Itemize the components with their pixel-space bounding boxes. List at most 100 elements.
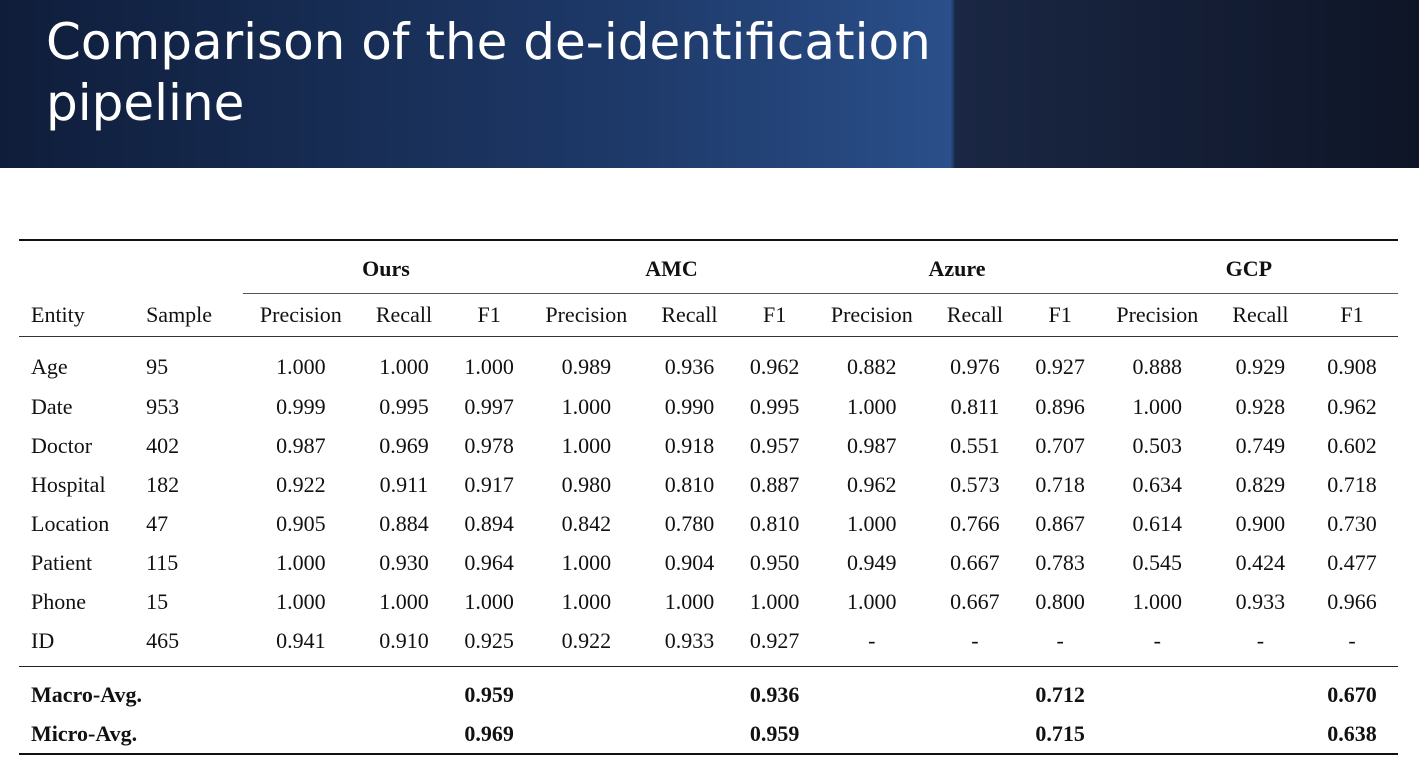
average-f1-cell: 0.670 bbox=[1327, 681, 1377, 707]
metric-cell: - bbox=[814, 621, 930, 667]
metric-cell: 1.000 bbox=[276, 354, 326, 379]
metric-cell: 1.000 bbox=[379, 354, 429, 379]
entity-cell: Patient bbox=[31, 549, 93, 575]
metric-cell: - bbox=[929, 621, 1021, 667]
metric-cell: 0.908 bbox=[1327, 354, 1377, 379]
comparison-table-container: Ours AMC Azure GCP Entity Sample Precisi… bbox=[19, 239, 1398, 755]
metric-cell: 0.780 bbox=[664, 510, 715, 536]
metric-cell: 0.949 bbox=[847, 549, 897, 575]
sample-cell: 953 bbox=[146, 393, 180, 419]
metric-cell: 0.896 bbox=[1035, 393, 1085, 419]
metric-cell: 1.000 bbox=[464, 588, 514, 614]
metric-cell: 0.810 bbox=[664, 471, 715, 497]
group-header-ours: Ours bbox=[243, 239, 529, 294]
metric-cell: 0.424 bbox=[1235, 549, 1286, 575]
sample-cell: 115 bbox=[146, 549, 179, 575]
metric-cell: 1.000 bbox=[561, 588, 612, 614]
metric-cell: 0.800 bbox=[1035, 588, 1085, 614]
metric-cell: 0.929 bbox=[1235, 354, 1286, 379]
average-f1-cell: 0.959 bbox=[464, 681, 514, 707]
title-banner-right-panel bbox=[955, 0, 1419, 168]
metric-cell: 0.829 bbox=[1235, 471, 1286, 497]
sample-cell: 15 bbox=[146, 588, 169, 614]
metric-cell: 0.911 bbox=[379, 471, 429, 497]
metric-cell: 0.545 bbox=[1132, 549, 1183, 575]
metric-cell: 1.000 bbox=[379, 588, 429, 614]
metric-cell: 1.000 bbox=[847, 588, 897, 614]
metric-cell: 0.966 bbox=[1327, 588, 1377, 614]
metric-cell: 0.950 bbox=[749, 549, 800, 575]
average-f1-cell: 0.959 bbox=[749, 720, 800, 746]
metric-cell: 0.602 bbox=[1327, 432, 1377, 458]
sample-cell: 402 bbox=[146, 432, 180, 458]
averages-body: Macro-Avg. 0.959 0.936 0.712 0.670 Micro-Avg.… bbox=[19, 667, 1398, 754]
metric-cell: 1.000 bbox=[464, 354, 514, 379]
column-header-precision: Precision bbox=[528, 293, 644, 337]
metric-cell: 0.900 bbox=[1235, 510, 1286, 536]
metric-cell: 0.882 bbox=[847, 354, 897, 379]
entity-cell: Age bbox=[31, 354, 68, 379]
metric-cell: 1.000 bbox=[561, 393, 612, 419]
metric-cell: 0.884 bbox=[379, 510, 429, 536]
average-f1-cell: 0.969 bbox=[464, 720, 514, 746]
metric-cell: 0.962 bbox=[847, 471, 897, 497]
entity-cell: Doctor bbox=[31, 432, 93, 458]
metric-cell: 0.842 bbox=[561, 510, 612, 536]
metric-cell: 0.957 bbox=[749, 432, 800, 458]
metric-cell: 0.989 bbox=[561, 354, 612, 379]
metric-cell: 0.905 bbox=[276, 510, 326, 536]
metric-cell: 0.477 bbox=[1327, 549, 1377, 575]
metric-cell: 1.000 bbox=[276, 549, 326, 575]
column-header-precision: Precision bbox=[814, 293, 930, 337]
metric-cell: 0.969 bbox=[379, 432, 429, 458]
entity-cell: Location bbox=[31, 510, 110, 536]
metric-cell: 0.766 bbox=[950, 510, 1000, 536]
metric-cell: - bbox=[1099, 621, 1215, 667]
metric-cell: 0.936 bbox=[664, 354, 715, 379]
comparison-table: Ours AMC Azure GCP Entity Sample Precisi… bbox=[19, 239, 1398, 755]
metric-cell: 0.573 bbox=[950, 471, 1000, 497]
sample-cell: 47 bbox=[146, 510, 169, 536]
metric-cell: 1.000 bbox=[847, 393, 897, 419]
average-f1-cell: 0.712 bbox=[1035, 681, 1085, 707]
average-row: Micro-Avg. 0.969 0.959 0.715 0.638 bbox=[19, 714, 1398, 754]
metric-cell: 0.962 bbox=[1327, 393, 1377, 419]
metric-cell: 0.980 bbox=[561, 471, 612, 497]
metric-cell: 0.978 bbox=[464, 432, 514, 458]
table-row: Age 95 1.000 1.000 1.000 0.989 0.936 0.962 0.882… bbox=[19, 337, 1398, 388]
table-row: Date 953 0.999 0.995 0.997 1.000 0.990 0.995 1.0… bbox=[19, 387, 1398, 426]
metric-cell: 0.917 bbox=[464, 471, 514, 497]
metric-cell: 0.634 bbox=[1132, 471, 1183, 497]
metric-cell: 0.930 bbox=[379, 549, 429, 575]
metric-cell: - bbox=[1305, 621, 1398, 667]
table-body: Age 95 1.000 1.000 1.000 0.989 0.936 0.962 0.882… bbox=[19, 337, 1398, 667]
metric-cell: 1.000 bbox=[847, 510, 897, 536]
metric-cell: 1.000 bbox=[276, 588, 326, 614]
metric-cell: 0.995 bbox=[749, 393, 800, 419]
table-row: ID 465 0.941 0.910 0.925 0.922 0.933 0.927- - - - -… bbox=[19, 621, 1398, 667]
table-row: Hospital 182 0.922 0.911 0.917 0.980 0.810 0.88… bbox=[19, 465, 1398, 504]
metric-cell: 0.730 bbox=[1327, 510, 1377, 536]
metric-cell: 0.888 bbox=[1132, 354, 1183, 379]
metric-cell: 0.614 bbox=[1132, 510, 1183, 536]
metric-cell: 0.904 bbox=[664, 549, 715, 575]
metric-cell: 0.962 bbox=[749, 354, 800, 379]
entity-cell: Phone bbox=[31, 588, 86, 614]
metric-cell: 0.887 bbox=[749, 471, 800, 497]
metric-cell: 0.667 bbox=[950, 588, 1000, 614]
metric-cell: 0.922 bbox=[528, 621, 644, 667]
column-header-recall: Recall bbox=[358, 293, 450, 337]
metric-cell: 0.749 bbox=[1235, 432, 1286, 458]
metric-cell: 0.718 bbox=[1327, 471, 1377, 497]
metric-cell: 0.718 bbox=[1035, 471, 1085, 497]
column-header-f1: F1 bbox=[1020, 293, 1100, 337]
column-header-precision: Precision bbox=[1099, 293, 1215, 337]
column-header-recall: Recall bbox=[643, 293, 735, 337]
average-f1-cell: 0.638 bbox=[1327, 720, 1377, 746]
metric-cell: 0.867 bbox=[1035, 510, 1085, 536]
average-f1-cell: 0.936 bbox=[749, 681, 800, 707]
average-f1-cell: 0.715 bbox=[1035, 720, 1085, 746]
metric-cell: 0.910 bbox=[358, 621, 450, 667]
metric-cell: 0.810 bbox=[749, 510, 800, 536]
average-row: Macro-Avg. 0.959 0.936 0.712 0.670 bbox=[19, 667, 1398, 715]
